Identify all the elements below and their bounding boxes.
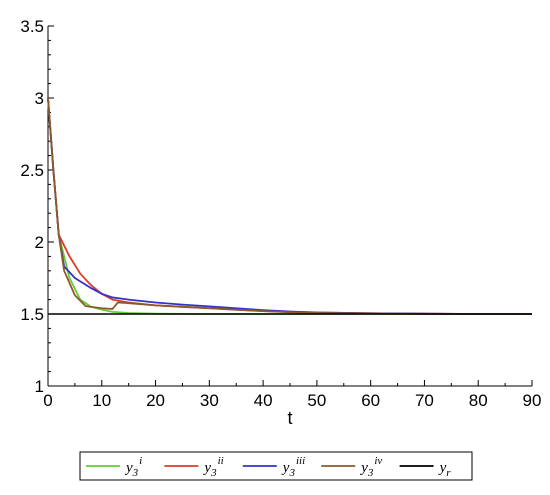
- x-tick-label: 10: [92, 391, 111, 410]
- legend-subscript: 3: [132, 467, 139, 479]
- y-tick-label: 2: [35, 233, 44, 252]
- legend: y3i y3ii y3iii y3iv yr: [79, 451, 473, 481]
- x-tick-label: 80: [469, 391, 488, 410]
- x-tick-label: 40: [254, 391, 273, 410]
- x-tick-label: 70: [415, 391, 434, 410]
- series-line: [47, 97, 532, 315]
- y-tick-label: 2.5: [20, 161, 44, 180]
- x-tick-label: 60: [361, 391, 380, 410]
- x-tick-label: 30: [200, 391, 219, 410]
- y-tick-label: 1: [35, 377, 44, 396]
- y-tick-label: 3: [35, 89, 44, 108]
- axes: 0 10 20 30 40 50 60 70 80 90 1 1.5 2 2.5 3 3.5: [20, 17, 541, 410]
- x-tick-label: 90: [523, 391, 542, 410]
- x-tick-label: 0: [43, 391, 52, 410]
- y-tick-label: 3.5: [20, 17, 44, 36]
- legend-subscript: r: [446, 467, 451, 479]
- series-line: [47, 97, 532, 315]
- series-line: [47, 97, 532, 315]
- series-lines: [47, 97, 532, 315]
- legend-superscript: iv: [374, 455, 382, 467]
- legend-subscript: 3: [367, 467, 374, 479]
- legend-superscript: ii: [218, 455, 224, 467]
- y-tick-label: 1.5: [20, 305, 44, 324]
- legend-subscript: 3: [288, 467, 295, 479]
- series-line: [47, 97, 532, 315]
- x-axis-label: t: [287, 408, 292, 428]
- legend-subscript: 3: [210, 467, 217, 479]
- x-tick-label: 20: [146, 391, 165, 410]
- legend-superscript: i: [139, 455, 142, 467]
- legend-superscript: iii: [296, 455, 305, 467]
- x-tick-label: 50: [307, 391, 326, 410]
